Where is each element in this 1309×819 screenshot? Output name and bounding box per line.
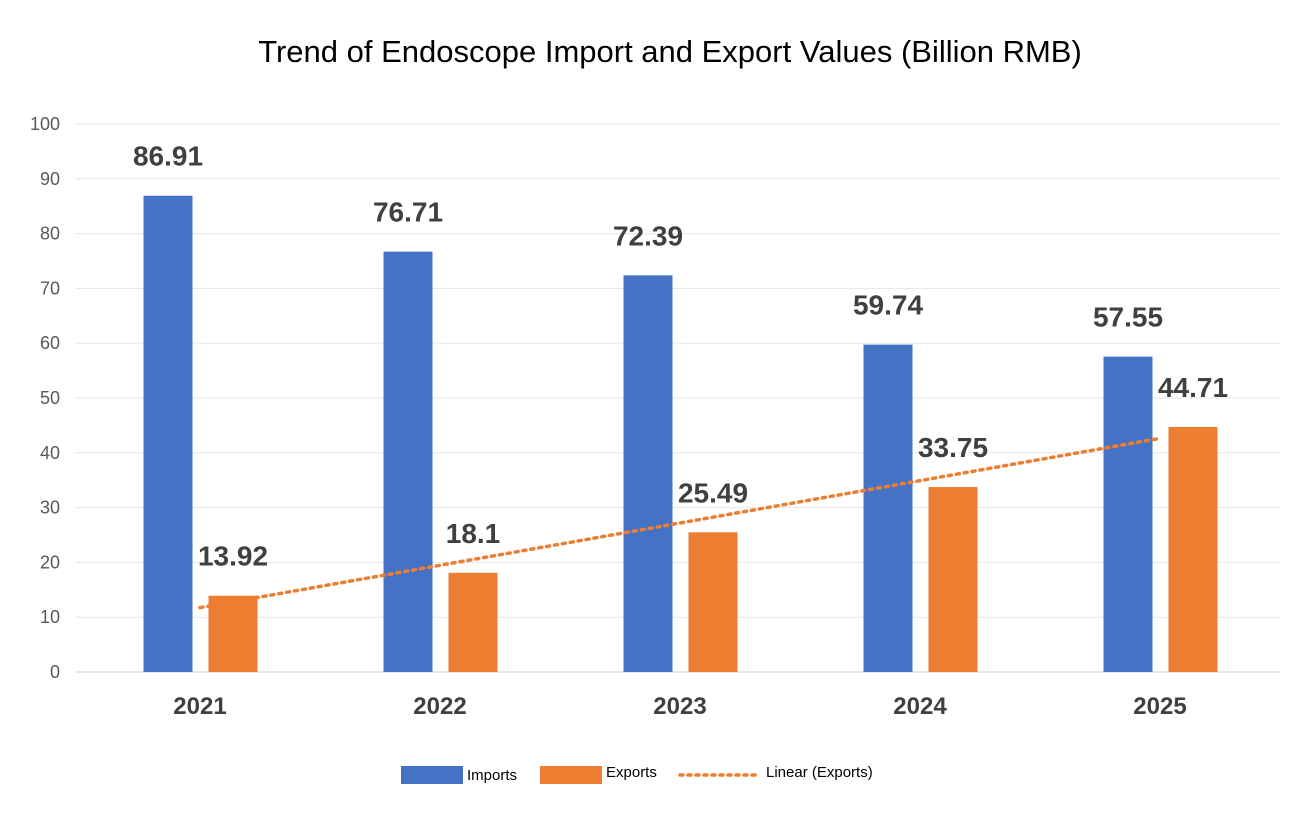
- exports-data-label: 33.75: [918, 432, 988, 463]
- imports-bar: [1103, 356, 1153, 672]
- exports-data-label: 18.1: [446, 518, 501, 549]
- legend-exports-swatch: [540, 766, 602, 784]
- exports-bar: [688, 532, 738, 672]
- imports-data-label: 57.55: [1093, 302, 1163, 333]
- imports-data-label: 72.39: [613, 220, 683, 251]
- y-tick-label: 20: [40, 552, 60, 572]
- imports-bar: [143, 195, 193, 672]
- x-tick-label: 2022: [413, 693, 466, 720]
- y-tick-label: 50: [40, 388, 60, 408]
- exports-bar: [448, 572, 498, 672]
- exports-bar: [928, 487, 978, 672]
- exports-trendline: [198, 436, 1162, 610]
- x-tick-label: 2021: [173, 693, 226, 720]
- exports-bar: [208, 595, 258, 672]
- exports-bar: [1168, 426, 1218, 672]
- y-tick-label: 0: [50, 662, 60, 682]
- exports-data-label: 13.92: [198, 541, 268, 572]
- legend-imports-label: Imports: [467, 767, 517, 784]
- y-tick-label: 70: [40, 278, 60, 298]
- y-tick-label: 30: [40, 498, 60, 518]
- y-tick-label: 90: [40, 169, 60, 189]
- y-tick-label: 60: [40, 333, 60, 353]
- imports-data-label: 59.74: [853, 290, 923, 321]
- imports-bar: [863, 344, 913, 672]
- imports-bar: [383, 251, 433, 672]
- x-tick-label: 2023: [653, 693, 706, 720]
- y-tick-label: 100: [30, 114, 60, 134]
- x-tick-label: 2024: [893, 693, 947, 720]
- y-tick-label: 80: [40, 224, 60, 244]
- imports-data-label: 76.71: [373, 197, 443, 228]
- imports-data-label: 86.91: [133, 141, 203, 172]
- legend-exports-label: Exports: [606, 764, 657, 781]
- y-tick-label: 40: [40, 443, 60, 463]
- imports-bar: [623, 275, 673, 672]
- chart-title: Trend of Endoscope Import and Export Val…: [258, 34, 1082, 69]
- x-tick-label: 2025: [1133, 693, 1186, 720]
- y-tick-label: 10: [40, 607, 60, 627]
- legend-imports-swatch: [401, 766, 463, 784]
- legend-trendline-label: Linear (Exports): [766, 764, 873, 781]
- exports-data-label: 44.71: [1158, 372, 1228, 403]
- exports-data-label: 25.49: [678, 477, 748, 508]
